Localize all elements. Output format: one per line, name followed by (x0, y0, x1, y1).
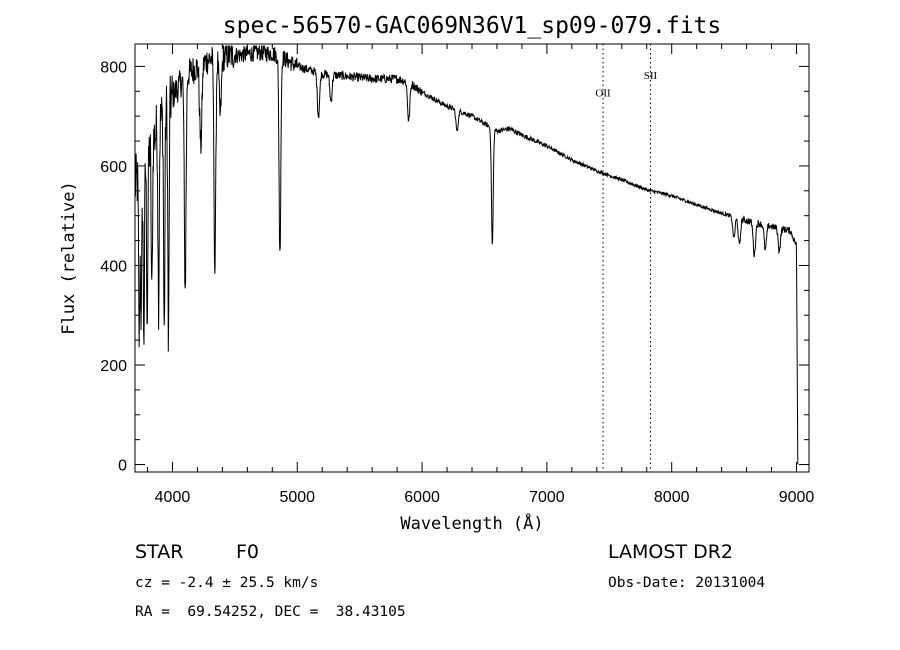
spectrum-series-line (134, 45, 799, 465)
x-tick-label: 8000 (654, 489, 690, 506)
y-tick-label: 0 (118, 458, 127, 475)
y-axis-ticks: 0 200 400 600 800 (100, 59, 809, 475)
coordinates-label: RA = 69.54252, DEC = 38.43105 (135, 604, 406, 620)
y-tick-label: 200 (100, 358, 127, 375)
emission-line-label: SII (644, 70, 658, 82)
emission-line-markers: OII SII (595, 44, 658, 472)
y-tick-label: 800 (100, 59, 127, 76)
x-tick-label: 5000 (279, 489, 315, 506)
chart-title: spec-56570-GAC069N36V1_sp09-079.fits (223, 13, 722, 39)
y-tick-label: 400 (100, 258, 127, 275)
x-tick-label: 7000 (529, 489, 565, 506)
y-tick-label: 600 (100, 159, 127, 176)
x-axis-ticks: 4000 5000 6000 7000 8000 9000 (146, 44, 815, 506)
x-axis-label: Wavelength (Å) (400, 512, 543, 534)
plot-frame (134, 43, 810, 473)
survey-label: LAMOST DR2 (608, 541, 733, 563)
x-tick-label: 4000 (155, 489, 191, 506)
y-axis-label: Flux (relative) (59, 181, 79, 335)
plot-area (134, 45, 799, 465)
emission-line-label: OII (595, 87, 611, 99)
x-tick-label: 9000 (779, 489, 815, 506)
x-tick-label: 6000 (404, 489, 440, 506)
spectral-subclass-label: F0 (236, 541, 260, 563)
object-class-label: STAR (135, 541, 184, 563)
obs-date-label: Obs-Date: 20131004 (608, 575, 766, 591)
redshift-label: cz = -2.4 ± 25.5 km/s (135, 575, 319, 591)
